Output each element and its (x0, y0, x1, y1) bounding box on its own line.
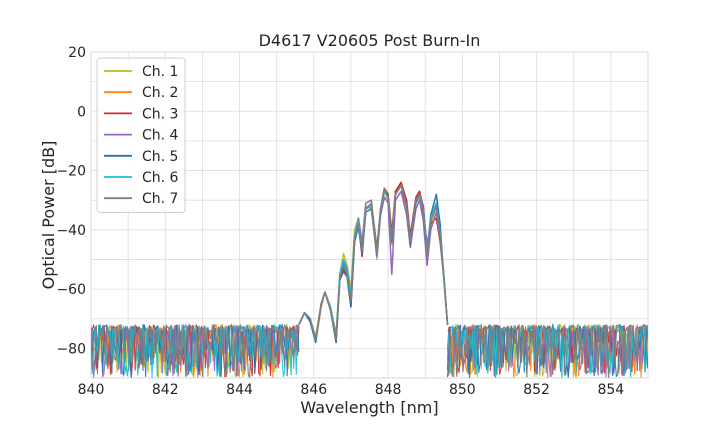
x-tick-label: 852 (523, 382, 550, 398)
chart-title: D4617 V20605 Post Burn-In (259, 31, 481, 50)
legend-label: Ch. 1 (142, 64, 178, 80)
noise-trace (91, 323, 300, 378)
legend-label: Ch. 5 (142, 149, 178, 165)
legend-label: Ch. 7 (142, 191, 178, 207)
series-lines (298, 181, 449, 344)
x-tick-label: 846 (300, 382, 327, 398)
noise-floor (91, 322, 648, 378)
x-tick-label: 842 (152, 382, 179, 398)
y-tick-label: −80 (56, 341, 86, 357)
y-axis-label: Optical Power [dB] (39, 141, 58, 290)
y-tick-label: −20 (56, 164, 86, 180)
tick-labels: 840 842 844 846 848 850 852 854 20 0 −20 −40 −60 −80 (56, 45, 624, 398)
series-line-ch-7 (298, 184, 449, 341)
y-tick-label: −60 (56, 282, 86, 298)
noise-floor-7 (91, 323, 648, 378)
legend-box (96, 57, 186, 213)
legend-label: Ch. 4 (142, 128, 179, 144)
legend-label: Ch. 2 (142, 85, 178, 101)
legend-label: Ch. 6 (142, 170, 179, 186)
x-tick-label: 850 (449, 382, 476, 398)
x-tick-label: 848 (375, 382, 402, 398)
noise-trace (446, 322, 648, 378)
y-tick-label: 20 (68, 45, 86, 61)
noise-trace (446, 323, 648, 378)
legend-label: Ch. 3 (142, 106, 178, 122)
y-tick-label: −40 (56, 223, 86, 239)
x-tick-label: 840 (78, 382, 105, 398)
legend: Ch. 1 Ch. 2 Ch. 3 Ch. 4 Ch. 5 Ch. 6 Ch. 7 (96, 57, 186, 213)
y-tick-label: 0 (77, 104, 86, 120)
x-axis-label: Wavelength [nm] (300, 398, 438, 417)
x-tick-label: 844 (226, 382, 253, 398)
noise-trace (91, 322, 300, 378)
x-tick-label: 854 (597, 382, 624, 398)
